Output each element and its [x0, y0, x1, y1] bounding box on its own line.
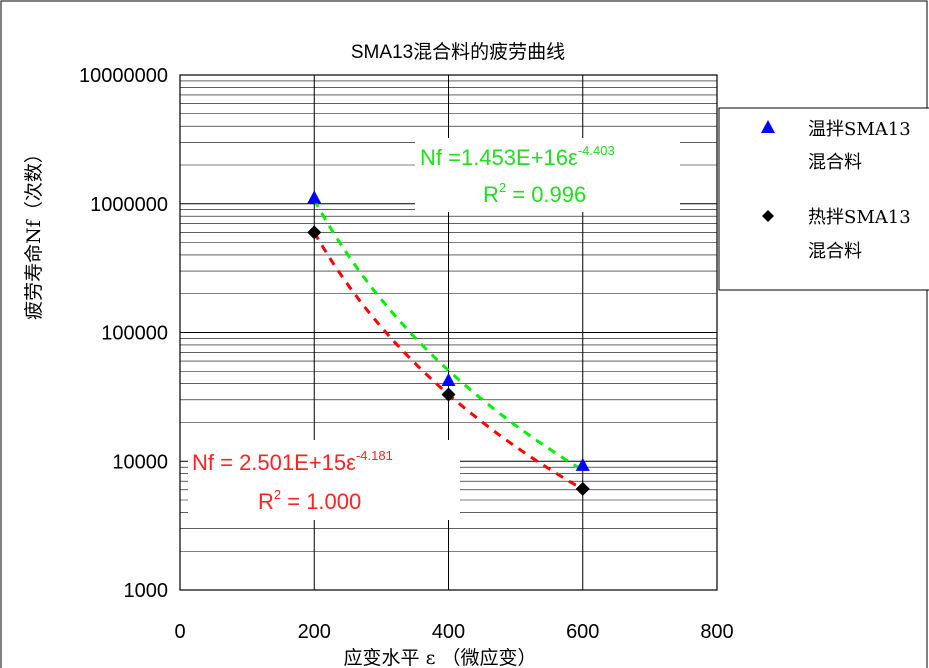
x-tick-label: 800 — [700, 621, 733, 643]
warm-mix-r2-label: R — [483, 182, 499, 207]
chart-title: SMA13混合料的疲劳曲线 — [351, 41, 565, 63]
legend: 温拌SMA13 混合料 热拌SMA13 混合料 — [718, 107, 929, 291]
legend-diamond-marker — [762, 210, 774, 222]
y-tick-label: 1000 — [124, 580, 169, 602]
data-markers — [307, 190, 590, 496]
legend-box — [718, 107, 929, 291]
svg-text:Nf = 2.501E+15ε-4.181: Nf = 2.501E+15ε-4.181 — [192, 448, 393, 475]
y-tick-label: 10000000 — [79, 65, 168, 87]
hot-mix-data-point — [575, 481, 590, 496]
svg-text:Nf =1.453E+16ε-4.403: Nf =1.453E+16ε-4.403 — [420, 143, 615, 170]
legend-hot-line-1: 热拌SMA13 — [808, 207, 911, 228]
legend-warm-line-2: 混合料 — [808, 152, 862, 173]
plot-area-border — [179, 74, 718, 591]
legend-warm-line-1: 温拌SMA13 — [808, 119, 911, 140]
svg-text:R2 = 0.996: R2 = 0.996 — [483, 180, 586, 207]
hot-mix-equation-box: Nf = 2.501E+15ε-4.181 R2 = 1.000 — [188, 440, 460, 520]
hot-mix-exponent: -4.181 — [356, 448, 393, 463]
hot-mix-data-point — [307, 225, 322, 240]
x-tick-label: 200 — [298, 621, 331, 643]
axis-tick-labels: 0 200 400 600 800 1000 10000 100000 1000000 10000… — [79, 65, 734, 643]
hot-mix-r2-label: R — [258, 489, 274, 514]
legend-hot-line-2: 混合料 — [808, 241, 862, 262]
y-tick-label: 1000000 — [90, 194, 168, 216]
warm-mix-r2-value: = 0.996 — [506, 182, 586, 207]
svg-text:R2 = 1.000: R2 = 1.000 — [258, 487, 361, 514]
x-tick-label: 0 — [174, 621, 185, 643]
warm-mix-data-point — [575, 457, 590, 471]
warm-mix-trend-line — [312, 199, 584, 472]
x-tick-label: 400 — [432, 621, 465, 643]
legend-triangle-marker — [761, 120, 775, 133]
hot-mix-r2-value: = 1.000 — [281, 489, 361, 514]
warm-mix-equation-box: Nf =1.453E+16ε-4.403 R2 = 0.996 — [415, 138, 680, 212]
warm-mix-data-point — [441, 373, 456, 387]
hot-mix-equation: Nf = 2.501E+15ε — [192, 450, 356, 475]
warm-mix-exponent: -4.403 — [578, 143, 615, 158]
warm-mix-equation: Nf =1.453E+16ε — [420, 145, 578, 170]
x-tick-label: 600 — [566, 621, 599, 643]
y-tick-label: 10000 — [112, 451, 168, 473]
y-axis-label: 疲劳寿命Nf（次数） — [23, 144, 45, 320]
x-axis-label: 应变水平 ε （微应变） — [344, 647, 537, 668]
warm-mix-data-point — [307, 190, 322, 204]
hot-mix-data-point — [441, 387, 456, 402]
y-tick-label: 100000 — [101, 323, 168, 345]
